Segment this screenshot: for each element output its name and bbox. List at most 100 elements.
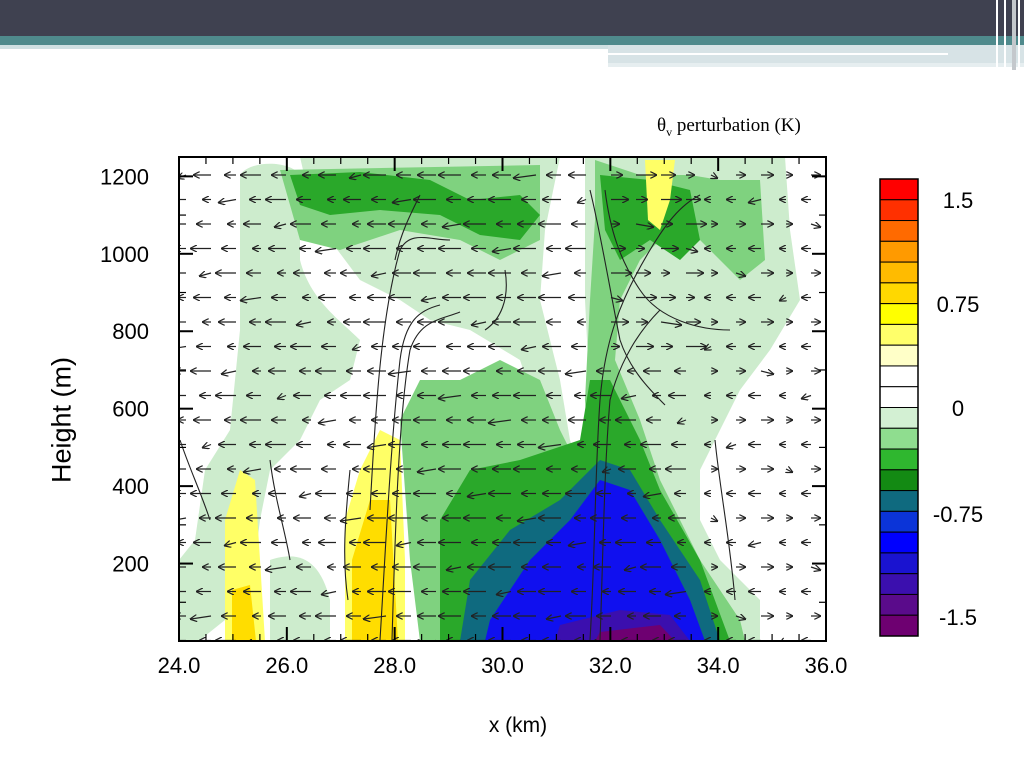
- streamline-path: [269, 459, 291, 561]
- y-axis-label: Height (m): [46, 356, 77, 484]
- y-tick-label: 400: [112, 474, 149, 499]
- slide-header-bar: [0, 0, 1024, 36]
- colorbar-swatch: [879, 344, 919, 367]
- streamline-path: [369, 237, 451, 511]
- wind-vector: [735, 273, 745, 276]
- colorbar-swatch: [879, 531, 919, 554]
- contour-light-green-bottom-left: [270, 556, 330, 641]
- wind-vector: [372, 273, 387, 276]
- colorbar-swatch: [879, 469, 919, 492]
- wind-vector: [786, 469, 792, 472]
- wind-vector: [319, 420, 337, 423]
- colorbar-swatch: [879, 386, 919, 408]
- wind-vector: [518, 518, 537, 521]
- wind-vector: [443, 224, 462, 227]
- wind-vector: [644, 494, 662, 497]
- wind-vector: [514, 175, 537, 178]
- slide-header-stripe: [0, 36, 1024, 45]
- wind-vector: [266, 567, 287, 570]
- streamline-path: [179, 439, 211, 521]
- colorbar-swatch: [879, 220, 919, 242]
- wind-vector: [397, 543, 412, 546]
- wind-vector: [610, 298, 622, 301]
- colorbar-swatch: [879, 593, 919, 616]
- wind-vector: [569, 543, 587, 546]
- streamline-path: [589, 194, 701, 641]
- wind-vector: [625, 567, 637, 570]
- slide-header-accent-white-line: [608, 53, 948, 55]
- wind-vector: [179, 345, 187, 349]
- colorbar-swatch: [879, 282, 919, 305]
- wind-vector: [350, 175, 362, 178]
- wind-vector: [660, 322, 681, 325]
- y-axis-ticks: 200 400 600 800 1000 1200: [100, 164, 826, 603]
- wind-vector: [705, 347, 711, 350]
- colorbar-swatch: [879, 365, 919, 388]
- wind-vector: [468, 494, 487, 497]
- colorbar-swatch: [879, 240, 919, 263]
- colorbar-swatch: [879, 261, 919, 284]
- wind-vector: [225, 543, 237, 546]
- wind-vector: [493, 249, 512, 252]
- wind-vector: [422, 298, 437, 301]
- slide-header-corner-line: [1004, 0, 1006, 70]
- wind-vector-layer: [179, 175, 820, 641]
- wind-vector: [749, 200, 762, 203]
- wind-vector: [393, 200, 412, 203]
- colorbar-swatch: [879, 510, 919, 533]
- wind-vector: [364, 616, 387, 619]
- wind-vector: [316, 249, 337, 252]
- colorbar: 1.5 0.75 0 -0.75 -1.5: [879, 178, 983, 637]
- x-tick-label: 30.0: [481, 653, 524, 678]
- colorbar-swatch: [879, 178, 919, 201]
- wind-vector: [222, 371, 237, 374]
- wind-vector: [244, 469, 262, 472]
- colorbar-label: 0.75: [937, 292, 980, 317]
- wind-vector: [179, 517, 187, 520]
- wind-vector: [780, 298, 786, 301]
- wind-vector: [497, 592, 512, 595]
- wind-vector: [603, 469, 612, 472]
- streamline-path: [599, 309, 661, 641]
- wind-vector: [447, 567, 462, 570]
- wind-vector: [760, 371, 773, 374]
- streamline-path: [714, 439, 736, 601]
- streamline-path: [391, 311, 461, 641]
- wind-vector: [735, 616, 745, 619]
- colorbar-swatch: [879, 199, 919, 222]
- wind-vector: [810, 567, 820, 570]
- wind-vector: [635, 224, 653, 227]
- wind-vector: [275, 224, 287, 227]
- x-tick-label: 36.0: [805, 653, 848, 678]
- wind-vector: [191, 616, 212, 619]
- colorbar-swatch: [879, 407, 919, 429]
- wind-vector: [241, 298, 262, 301]
- wind-vector: [547, 616, 562, 619]
- wind-vector: [727, 445, 737, 448]
- wind-vector: [203, 445, 212, 448]
- streamline-path: [589, 189, 666, 406]
- streamline-path: [344, 469, 351, 601]
- colorbar-label: 1.5: [943, 188, 974, 213]
- wind-vector: [200, 273, 212, 276]
- contour-blue-center: [485, 480, 705, 641]
- wind-vector: [439, 396, 462, 399]
- wind-vector: [522, 347, 537, 350]
- x-tick-label: 34.0: [697, 653, 740, 678]
- streamline-path: [484, 269, 507, 331]
- wind-vector: [418, 469, 437, 472]
- wind-vector: [678, 420, 687, 423]
- wind-vector: [539, 445, 562, 448]
- y-tick-label: 1200: [100, 164, 149, 189]
- streamline-layer: [179, 189, 736, 641]
- slide-header-corner-line: [1018, 0, 1020, 70]
- chart-title: θv perturbation (K): [657, 115, 801, 139]
- x-tick-label: 26.0: [265, 653, 308, 678]
- streamline-path: [379, 304, 441, 641]
- colorbar-swatch: [879, 448, 919, 471]
- colorbar-swatch: [879, 427, 919, 450]
- streamline-path: [394, 194, 421, 261]
- wind-vector: [749, 543, 762, 546]
- colorbar-label: -1.5: [939, 605, 977, 630]
